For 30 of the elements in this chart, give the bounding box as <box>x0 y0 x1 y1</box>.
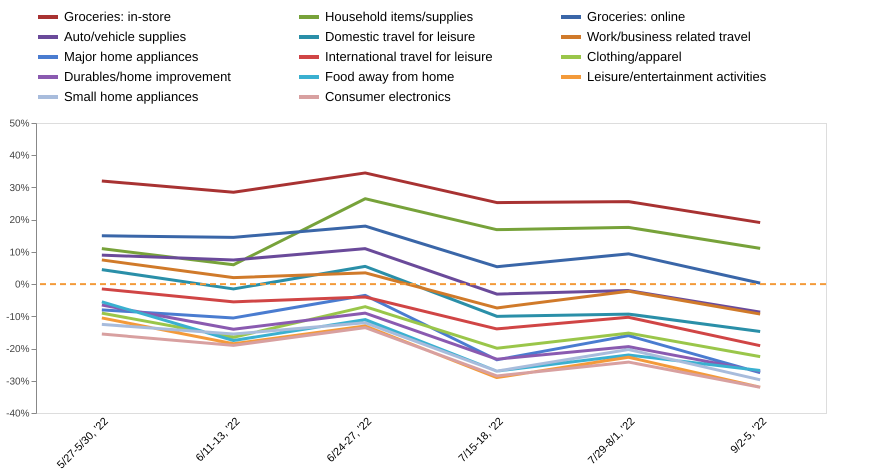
legend-label: Groceries: online <box>587 9 686 24</box>
legend-label: Food away from home <box>325 69 454 84</box>
line-series <box>100 287 762 348</box>
legend-label: Domestic travel for leisure <box>325 29 476 44</box>
legend-label: Work/business related travel <box>587 29 751 44</box>
line-series <box>100 224 762 285</box>
line-series <box>100 197 762 266</box>
legend-label: Durables/home improvement <box>64 69 232 84</box>
y-tick-label: 10% <box>9 247 30 258</box>
y-tick-label: -10% <box>6 312 30 323</box>
legend-label: Groceries: in-store <box>64 9 171 24</box>
y-tick-label: -30% <box>6 376 30 388</box>
legend-label: Major home appliances <box>64 49 199 64</box>
legend-label: Consumer electronics <box>325 89 452 104</box>
legend-label: Small home appliances <box>64 89 199 104</box>
legend-label: Leisure/entertainment activities <box>587 69 767 84</box>
legend-label: Clothing/apparel <box>587 49 682 64</box>
y-tick-label: -20% <box>6 344 30 356</box>
legend-label: Household items/supplies <box>325 9 474 24</box>
y-tick-label: 50% <box>9 118 30 130</box>
y-tick-label: 40% <box>9 150 30 162</box>
y-tick-label: 30% <box>9 182 30 194</box>
y-tick-label: 20% <box>9 215 30 226</box>
legend-label: Auto/vehicle supplies <box>64 29 187 44</box>
line-series <box>100 321 762 382</box>
y-tick-label: 0% <box>15 280 30 291</box>
line-series <box>100 258 762 316</box>
line-series <box>100 171 762 224</box>
legend-label: International travel for leisure <box>325 49 493 64</box>
y-tick-label: -40% <box>6 408 30 420</box>
